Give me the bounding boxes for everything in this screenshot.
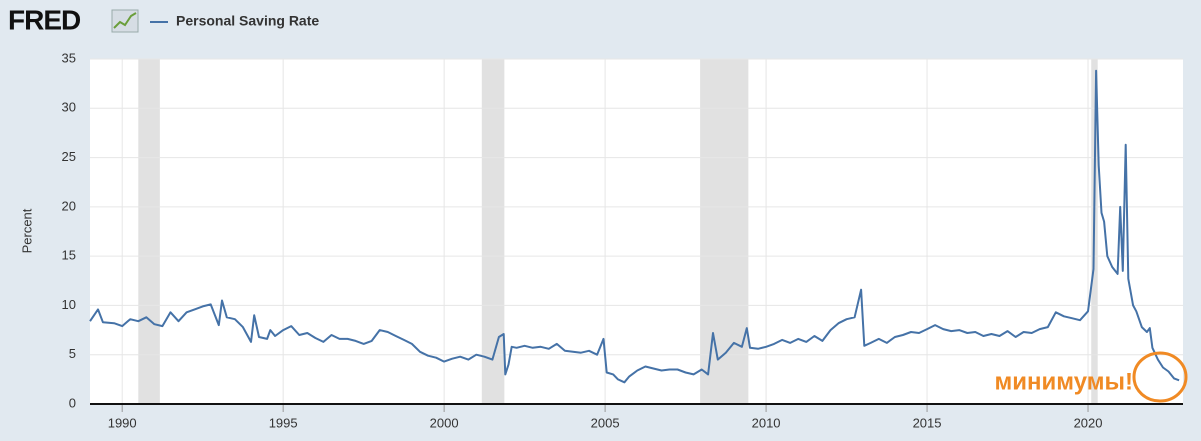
y-tick-label: 35 [62, 50, 76, 65]
y-tick-label: 10 [62, 297, 76, 312]
y-tick-label: 20 [62, 198, 76, 213]
y-tick-label: 5 [69, 346, 76, 361]
line-series [89, 69, 1180, 384]
plot: 0 5 10 15 20 25 30 35 1990 1995 2000 2005 2010 2015 20… [62, 50, 1183, 430]
y-tick-label: 30 [62, 100, 76, 115]
x-tick-label: 2010 [752, 415, 781, 430]
y-tick-label: 25 [62, 149, 76, 164]
y-tick-label: 15 [62, 248, 76, 263]
y-tick-label: 0 [69, 395, 76, 410]
legend-label: Personal Saving Rate [176, 13, 319, 29]
x-tick-label: 1990 [108, 415, 137, 430]
x-tick-label: 2000 [430, 415, 459, 430]
y-axis-label: Percent [19, 208, 34, 253]
recession-band [138, 59, 160, 404]
highlight-circle [1132, 351, 1188, 403]
x-tick-label: 2015 [913, 415, 942, 430]
x-tick-label: 2020 [1074, 415, 1103, 430]
recession-band [700, 59, 749, 404]
logo: FRED [8, 4, 81, 35]
x-tick-label: 2005 [591, 415, 620, 430]
annotation: минимумы! [995, 368, 1133, 395]
plot-area [90, 59, 1183, 404]
logo-icon [111, 9, 139, 33]
recession-band [481, 59, 505, 404]
x-tick-label: 1995 [269, 415, 298, 430]
